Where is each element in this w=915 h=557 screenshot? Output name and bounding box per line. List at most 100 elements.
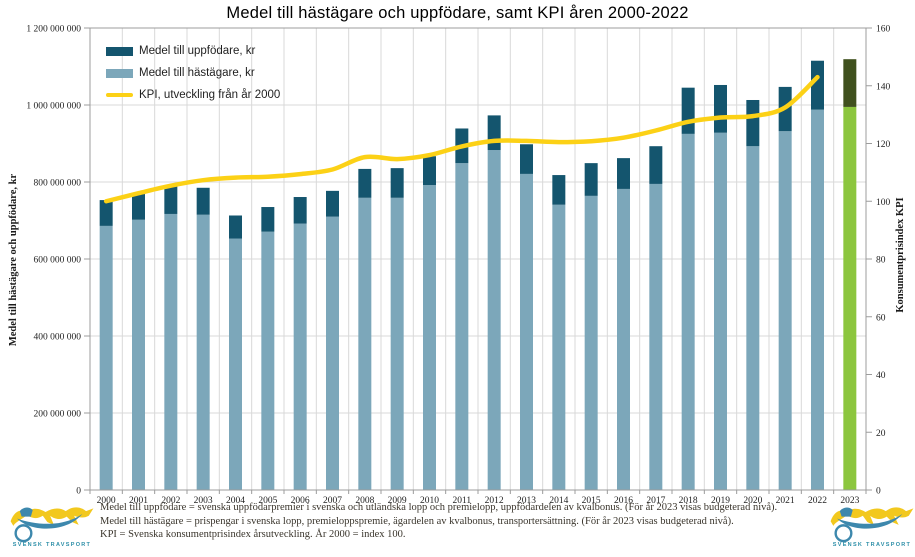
x-label-2006: 2006 xyxy=(291,496,310,506)
bar-uppfodare-2002 xyxy=(164,185,178,214)
bar-uppfodare-2007 xyxy=(326,190,339,217)
footnotes: Medel till uppfödare = svenska uppfödarp… xyxy=(100,501,835,542)
x-label-2000: 2000 xyxy=(97,496,116,506)
footnote-hastagare: Medel till hästägare = prispengar i sven… xyxy=(100,515,734,527)
bar-uppfodare-2004 xyxy=(229,215,242,239)
bar-uppfodare-2014 xyxy=(552,175,566,205)
legend-item-hastagare: Medel till hästägare, kr xyxy=(106,62,280,84)
x-label-2008: 2008 xyxy=(355,496,374,506)
svensk-travsport-logo-left: SVENSK TRAVSPORT xyxy=(10,507,94,548)
bar-hastagare-2003 xyxy=(196,214,210,490)
svg-text:140: 140 xyxy=(876,82,891,92)
svg-text:600 000 000: 600 000 000 xyxy=(34,256,82,266)
footnote-uppfodare: Medel till uppfödare = svenska uppfödarp… xyxy=(100,502,778,513)
x-label-2018: 2018 xyxy=(679,496,698,506)
bar-hastagare-2005 xyxy=(261,231,275,491)
x-label-2005: 2005 xyxy=(258,496,277,506)
x-label-2022: 2022 xyxy=(808,496,827,506)
x-label-2009: 2009 xyxy=(388,496,407,506)
bar-uppfodare-2003 xyxy=(196,187,210,215)
x-label-2011: 2011 xyxy=(453,496,472,506)
sulky-driver-icon xyxy=(17,513,83,529)
footnote-kpi: KPI = Svenska konsumentprisindex årsutve… xyxy=(100,529,406,540)
axes-layer xyxy=(84,27,872,494)
legend-label-hastagare: Medel till hästägare, kr xyxy=(139,67,255,79)
x-label-2002: 2002 xyxy=(161,496,180,506)
svg-text:80: 80 xyxy=(876,256,886,266)
x-label-2017: 2017 xyxy=(646,496,665,506)
svg-text:60: 60 xyxy=(876,313,886,323)
bar-hastagare-2007 xyxy=(326,216,339,490)
bar-uppfodare-2009 xyxy=(390,168,404,198)
bar-uppfodare-2017 xyxy=(649,146,663,184)
bar-uppfodare-2016 xyxy=(617,158,630,189)
bar-uppfodare-2001 xyxy=(132,193,145,220)
bar-uppfodare-2008 xyxy=(358,168,372,198)
bar-hastagare-2014 xyxy=(552,204,566,490)
bar-uppfodare-2012 xyxy=(487,115,501,151)
chart-title: Medel till hästägare och uppfödare, samt… xyxy=(226,4,689,22)
bar-uppfodare-2000 xyxy=(99,200,113,226)
bar-uppfodare-2023 xyxy=(843,59,857,107)
x-label-2007: 2007 xyxy=(323,496,342,506)
bar-hastagare-2009 xyxy=(390,197,404,490)
bar-uppfodare-2018 xyxy=(681,87,695,134)
bar-hastagare-2019 xyxy=(714,132,727,490)
x-label-2016: 2016 xyxy=(614,496,633,506)
bar-hastagare-2006 xyxy=(293,223,307,490)
bar-uppfodare-2010 xyxy=(423,156,436,186)
bar-hastagare-2008 xyxy=(358,197,372,490)
bar-uppfodare-2020 xyxy=(746,99,760,147)
bar-uppfodare-2022 xyxy=(811,60,824,110)
x-label-2003: 2003 xyxy=(194,496,213,506)
sulky-driver-icon xyxy=(837,513,903,529)
legend-swatch-uppfodare xyxy=(106,46,133,56)
svg-text:0: 0 xyxy=(76,487,81,497)
bar-hastagare-2016 xyxy=(617,188,630,490)
bar-hastagare-2017 xyxy=(649,183,663,491)
x-label-2019: 2019 xyxy=(711,496,730,506)
legend-swatch-kpi-line xyxy=(106,93,133,97)
svg-text:40: 40 xyxy=(876,371,886,381)
svg-text:800 000 000: 800 000 000 xyxy=(34,179,82,189)
sulky-wheel-icon xyxy=(14,524,33,543)
x-label-2013: 2013 xyxy=(517,496,536,506)
svg-text:160: 160 xyxy=(876,25,891,35)
bar-hastagare-2004 xyxy=(229,238,242,490)
bar-hastagare-2022 xyxy=(811,109,824,491)
legend-label-kpi: KPI, utveckling från år 2000 xyxy=(139,89,281,101)
bar-hastagare-2015 xyxy=(584,195,598,491)
bars-layer xyxy=(99,59,857,491)
bar-hastagare-2023 xyxy=(843,106,857,491)
driver-icon xyxy=(19,507,33,517)
kpi-line-layer xyxy=(103,74,820,204)
chart-legend: Medel till uppfödare, kr Medel till häst… xyxy=(106,40,280,106)
left-axis-title: Medel till hästägare och uppfödare, kr xyxy=(8,173,19,347)
svensk-travsport-logo-right: SVENSK TRAVSPORT xyxy=(830,507,914,548)
bar-uppfodare-2019 xyxy=(714,84,727,133)
bar-hastagare-2012 xyxy=(487,150,501,491)
kpi-line xyxy=(103,74,820,204)
x-label-2021: 2021 xyxy=(776,496,795,506)
x-label-2001: 2001 xyxy=(129,496,148,506)
x-label-2015: 2015 xyxy=(582,496,601,506)
bar-uppfodare-2005 xyxy=(261,207,275,232)
svg-text:1 200 000 000: 1 200 000 000 xyxy=(26,25,81,35)
svg-text:1 000 000 000: 1 000 000 000 xyxy=(26,102,81,112)
logo-text: SVENSK TRAVSPORT xyxy=(833,542,911,548)
svg-text:0: 0 xyxy=(876,487,881,497)
legend-swatch-hastagare xyxy=(106,68,133,78)
bar-hastagare-2020 xyxy=(746,146,760,490)
sulky-wheel-icon xyxy=(834,524,853,543)
svg-text:400 000 000: 400 000 000 xyxy=(34,333,82,343)
driver-icon xyxy=(839,507,853,517)
bar-hastagare-2011 xyxy=(455,163,469,490)
bar-hastagare-2013 xyxy=(520,173,533,491)
bar-hastagare-2002 xyxy=(164,213,178,490)
legend-label-uppfodare: Medel till uppfödare, kr xyxy=(139,45,256,57)
svg-text:200 000 000: 200 000 000 xyxy=(34,410,82,420)
bar-hastagare-2018 xyxy=(681,133,695,490)
